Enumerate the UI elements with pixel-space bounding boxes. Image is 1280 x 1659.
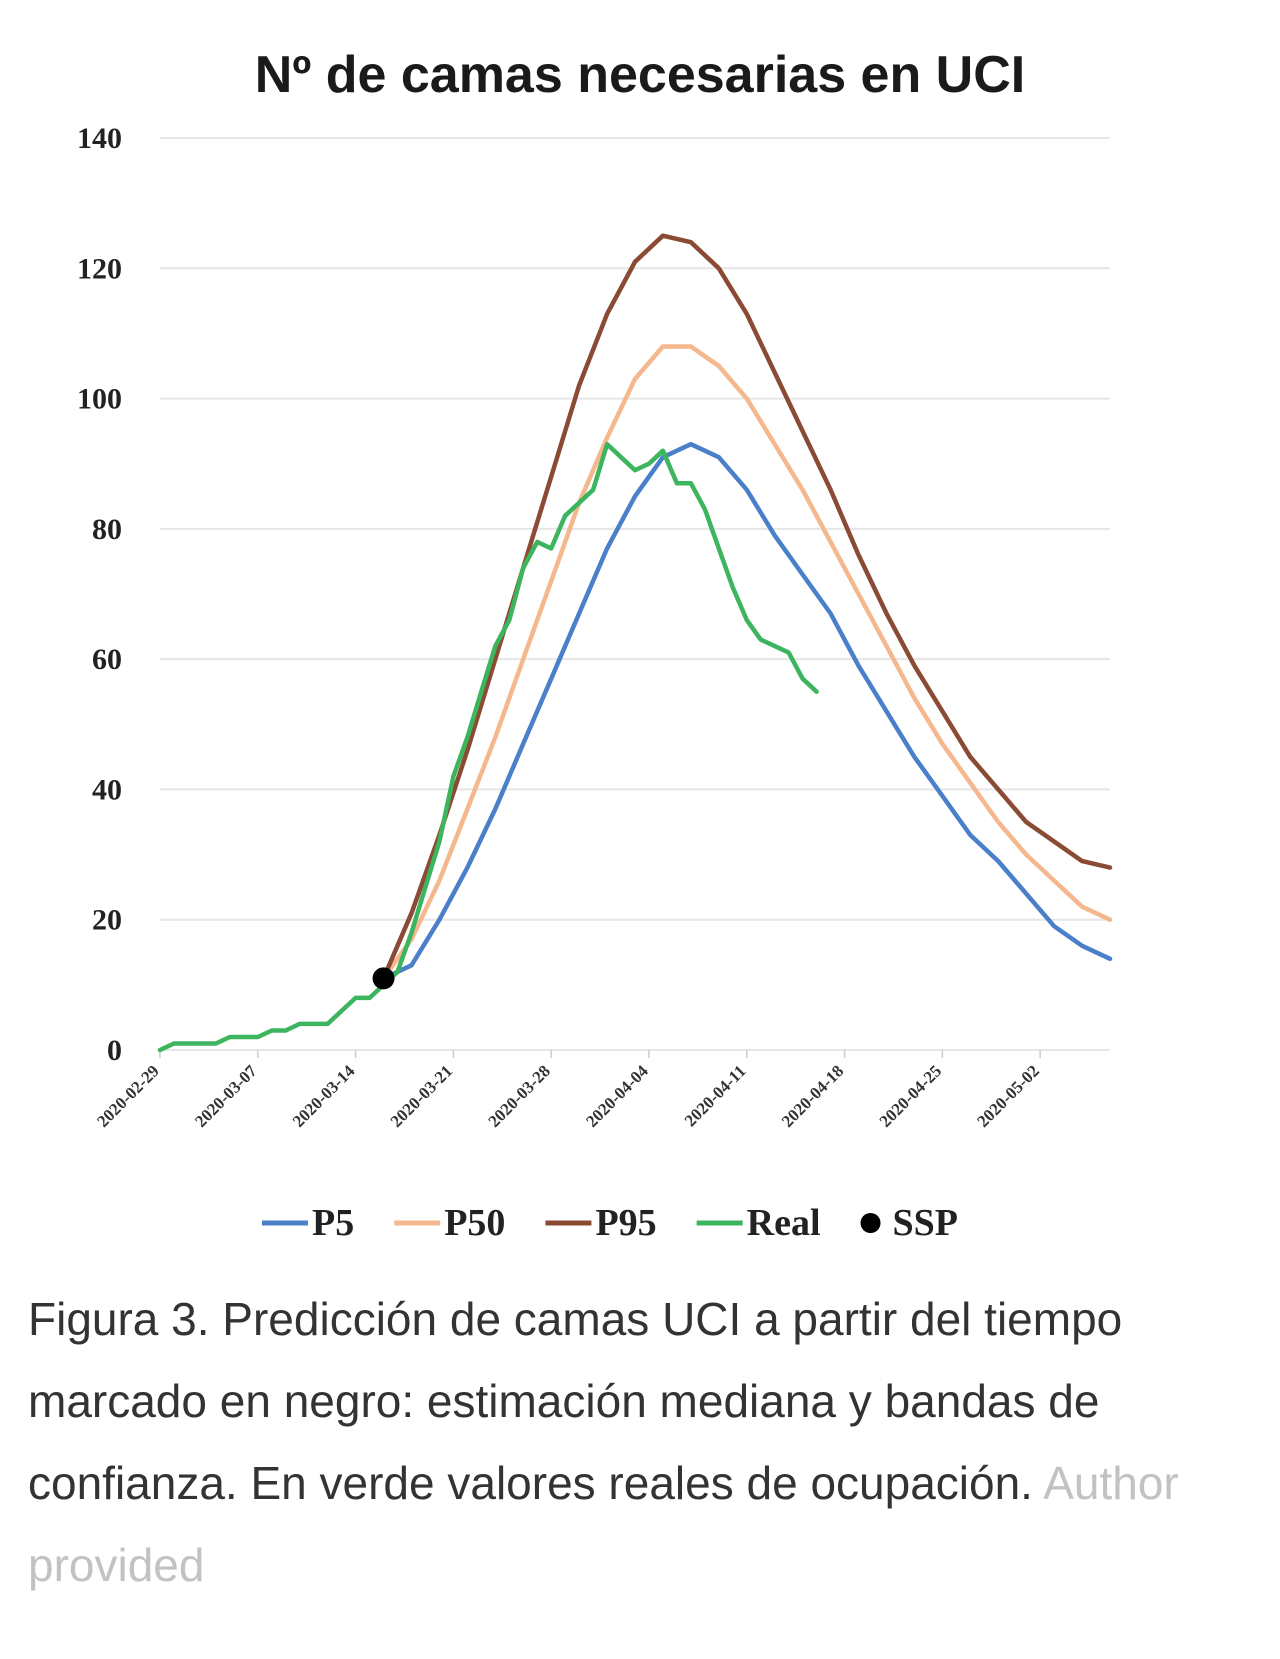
legend-label-real: Real xyxy=(747,1202,821,1244)
x-axis-ticks: 2020-02-29 2020-03-07 2020-03-14 2020-03-21… xyxy=(93,1050,1043,1131)
x-tick-label: 2020-04-04 xyxy=(582,1061,652,1131)
y-tick-label: 140 xyxy=(77,122,122,155)
y-tick-label: 60 xyxy=(92,643,122,676)
legend-label-p5: P5 xyxy=(312,1202,354,1244)
series-line-p5 xyxy=(381,441,1113,981)
series-lines xyxy=(157,233,1113,1053)
x-tick-label: 2020-04-18 xyxy=(778,1061,848,1131)
x-tick-label: 2020-03-07 xyxy=(191,1061,261,1131)
x-tick-label: 2020-02-29 xyxy=(93,1061,163,1131)
x-tick-label: 2020-05-02 xyxy=(973,1061,1043,1131)
legend-label-p95: P95 xyxy=(595,1202,656,1244)
marker-ssp xyxy=(372,967,395,990)
caption-text: Figura 3. Predicción de camas UCI a part… xyxy=(28,1293,1123,1509)
caption-credit: Author provided xyxy=(28,1457,1179,1591)
figure-caption: Figura 3. Predicción de camas UCI a part… xyxy=(28,1278,1228,1606)
y-axis-ticks: 0 20 40 60 80 100 120 140 xyxy=(77,122,122,1067)
x-tick-label: 2020-04-25 xyxy=(876,1061,946,1131)
legend: P5 P50 P95 Real SSP xyxy=(262,1202,958,1244)
x-tick-label: 2020-03-21 xyxy=(387,1061,457,1131)
x-tick-label: 2020-03-14 xyxy=(289,1061,359,1131)
y-tick-label: 80 xyxy=(92,513,122,546)
y-tick-label: 40 xyxy=(92,773,122,806)
legend-swatch-ssp xyxy=(860,1213,881,1233)
chart: Nº de camas necesarias en UCI 0 20 40 60 80 1… xyxy=(77,46,1113,1244)
legend-label-ssp: SSP xyxy=(893,1202,958,1244)
y-tick-label: 120 xyxy=(77,252,122,285)
y-tick-label: 20 xyxy=(92,904,122,937)
gridlines xyxy=(160,137,1110,1051)
chart-title: Nº de camas necesarias en UCI xyxy=(255,46,1026,104)
y-tick-label: 0 xyxy=(107,1034,122,1067)
y-tick-label: 100 xyxy=(77,383,122,416)
markers xyxy=(372,967,395,990)
x-tick-label: 2020-04-11 xyxy=(681,1061,750,1130)
series-line-real xyxy=(157,441,819,1053)
series-line-p50 xyxy=(381,344,1113,981)
x-tick-label: 2020-03-28 xyxy=(484,1061,554,1131)
legend-label-p50: P50 xyxy=(444,1202,505,1244)
